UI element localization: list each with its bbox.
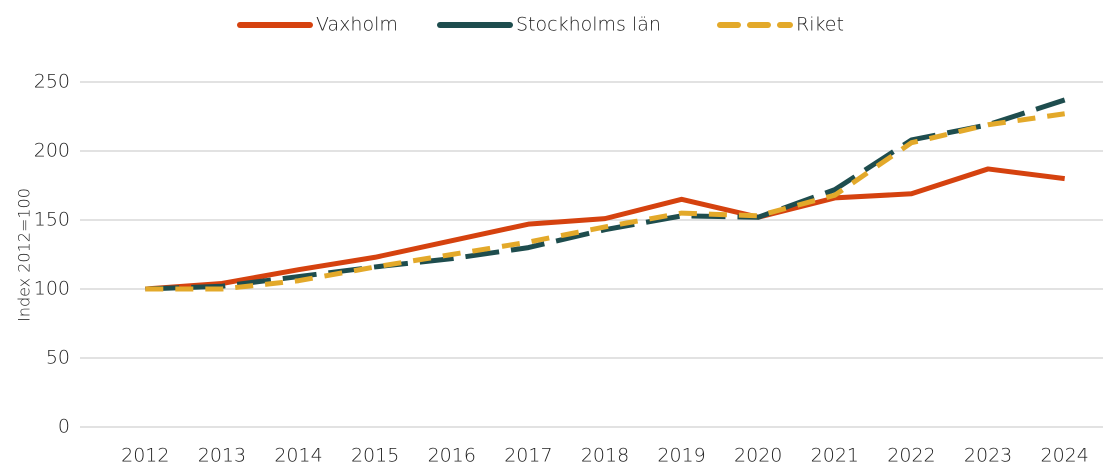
series-line xyxy=(145,111,1066,292)
x-tick-label: 2018 xyxy=(581,445,629,467)
x-tick-label: 2014 xyxy=(274,445,322,467)
x-tick-label: 2013 xyxy=(198,445,246,467)
x-tick-label: 2020 xyxy=(734,445,782,467)
x-tick-label: 2021 xyxy=(811,445,859,467)
x-tick-label: 2022 xyxy=(887,445,935,467)
legend-label: Stockholms län xyxy=(516,14,661,36)
y-tick-label: 100 xyxy=(34,278,70,300)
legend-label: Vaxholm xyxy=(316,14,398,36)
x-tick-label: 2015 xyxy=(351,445,399,467)
x-tick-label: 2019 xyxy=(657,445,705,467)
x-tick-label: 2012 xyxy=(121,445,169,467)
y-tick-label: 150 xyxy=(34,209,70,231)
y-axis-label: Index 2012=100 xyxy=(15,188,34,322)
legend-label: Riket xyxy=(796,14,844,36)
x-tick-label: 2023 xyxy=(964,445,1012,467)
x-tick-label: 2024 xyxy=(1041,445,1089,467)
x-tick-label: 2017 xyxy=(504,445,552,467)
series-line xyxy=(145,97,1066,292)
y-tick-label: 250 xyxy=(34,71,70,93)
y-tick-label: 50 xyxy=(46,347,70,369)
y-tick-label: 200 xyxy=(34,140,70,162)
series-line xyxy=(145,166,1066,292)
x-tick-label: 2016 xyxy=(428,445,476,467)
y-tick-label: 0 xyxy=(58,416,70,438)
